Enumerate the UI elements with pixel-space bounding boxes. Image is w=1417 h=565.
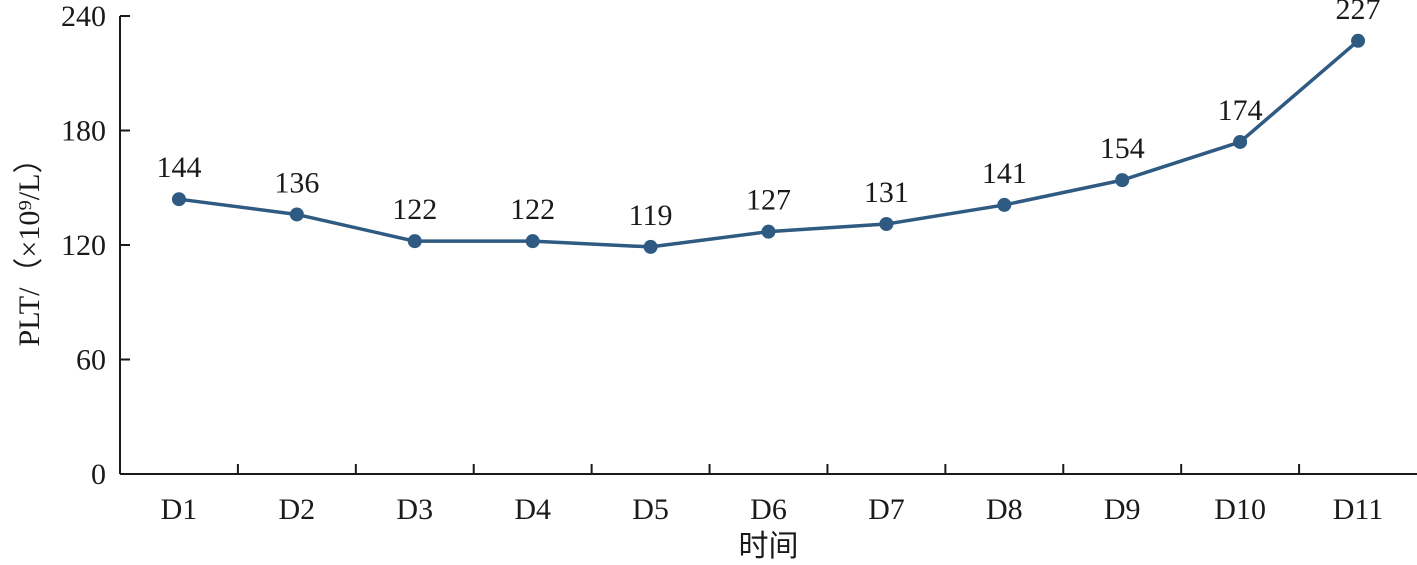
x-tick-label: D8 bbox=[986, 493, 1023, 526]
data-point bbox=[289, 207, 304, 222]
data-label: 131 bbox=[864, 176, 909, 209]
x-tick-label: D7 bbox=[868, 493, 905, 526]
y-tick-label: 0 bbox=[91, 458, 106, 491]
data-point bbox=[1115, 173, 1130, 188]
y-tick-label: 60 bbox=[76, 344, 106, 377]
data-label: 119 bbox=[629, 199, 673, 232]
y-tick-label: 240 bbox=[61, 0, 106, 33]
x-tick-label: D6 bbox=[750, 493, 787, 526]
x-tick-label: D4 bbox=[514, 493, 551, 526]
data-label: 122 bbox=[510, 193, 555, 226]
x-axis-title: 时间 bbox=[739, 530, 799, 563]
data-label: 122 bbox=[392, 193, 437, 226]
x-ticks: D1 D2 D3 D4 D5 D6 D7 D8 D9 D10 D11 bbox=[161, 464, 1384, 526]
data-point bbox=[1233, 134, 1248, 149]
data-point bbox=[879, 217, 894, 232]
data-point bbox=[171, 192, 186, 207]
y-ticks: 0 60 120 180 240 bbox=[61, 0, 130, 491]
y-axis-title: PLT/（×10⁹/L） bbox=[13, 144, 46, 347]
data-label: 174 bbox=[1218, 94, 1263, 127]
data-point bbox=[525, 234, 540, 249]
data-label: 141 bbox=[982, 157, 1027, 190]
data-label: 227 bbox=[1336, 0, 1381, 26]
axes bbox=[119, 16, 1417, 475]
data-point bbox=[407, 234, 422, 249]
y-tick-label: 180 bbox=[61, 115, 106, 148]
data-point bbox=[761, 224, 776, 239]
x-tick-label: D3 bbox=[396, 493, 433, 526]
x-tick-label: D2 bbox=[279, 493, 316, 526]
x-tick-label: D9 bbox=[1104, 493, 1141, 526]
data-label: 154 bbox=[1100, 132, 1145, 165]
y-tick-label: 120 bbox=[61, 229, 106, 262]
x-tick-label: D1 bbox=[161, 493, 198, 526]
data-point bbox=[643, 239, 658, 254]
x-tick-label: D10 bbox=[1214, 493, 1266, 526]
data-label: 144 bbox=[156, 151, 201, 184]
series-group: 144 136 122 122 119 127 131 141 154 174 227 bbox=[156, 0, 1381, 254]
data-point bbox=[1351, 33, 1366, 48]
data-point bbox=[997, 197, 1012, 212]
data-label: 136 bbox=[274, 166, 319, 199]
x-tick-label: D5 bbox=[632, 493, 669, 526]
x-tick-label: D11 bbox=[1333, 493, 1384, 526]
data-label: 127 bbox=[746, 184, 791, 217]
